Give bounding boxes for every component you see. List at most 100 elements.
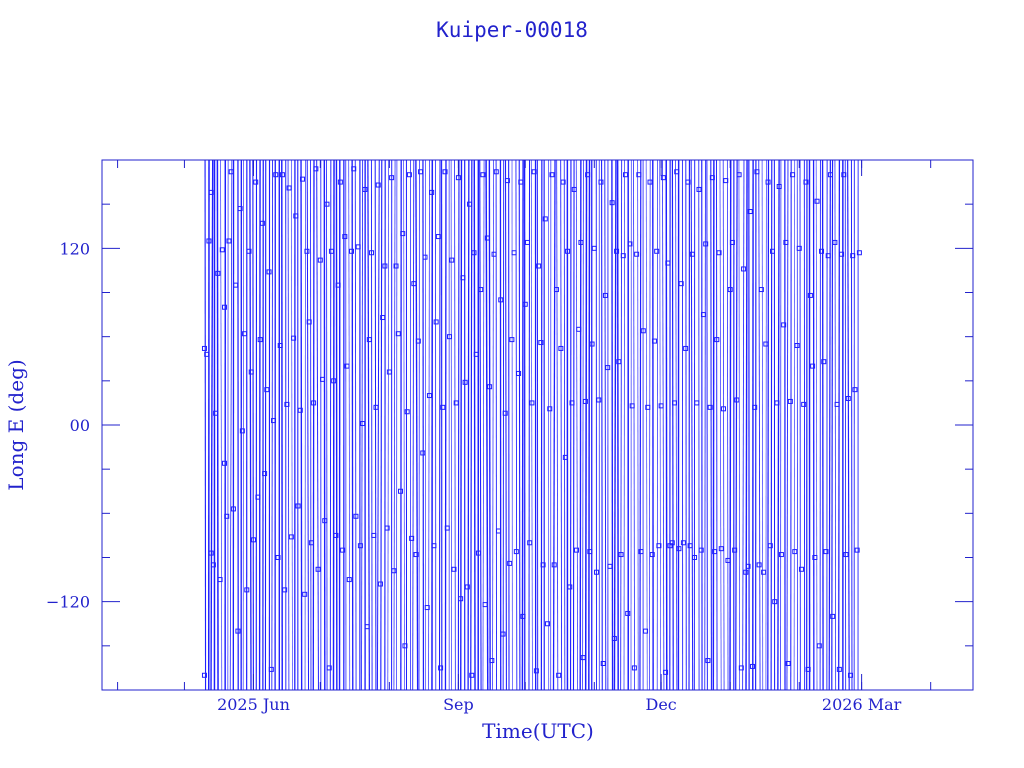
data-point [587, 549, 593, 555]
data-point [781, 322, 787, 328]
trace-line [710, 159, 712, 691]
data-point [502, 410, 508, 416]
data-point [625, 610, 631, 616]
data-point [228, 169, 234, 175]
data-point [442, 169, 448, 175]
trace-line [662, 159, 665, 691]
data-point [475, 550, 481, 556]
data-point [674, 169, 680, 175]
data-point [763, 341, 769, 347]
trace-line [560, 159, 563, 691]
data-point [571, 186, 577, 192]
y-tick-label: 120 [59, 239, 90, 258]
data-point [288, 534, 294, 540]
data-point [433, 319, 439, 325]
data-point [291, 335, 297, 341]
data-point [271, 418, 277, 424]
data-point [616, 359, 622, 365]
data-point [413, 552, 419, 558]
data-point [257, 337, 263, 343]
data-point [357, 543, 363, 549]
data-point [807, 292, 813, 298]
data-point [337, 179, 343, 185]
trace-line [367, 159, 370, 691]
data-point [709, 175, 715, 181]
data-point [656, 543, 662, 549]
data-point [268, 666, 274, 672]
x-axis-label: Time(UTC) [482, 719, 594, 743]
trace-line [374, 159, 377, 691]
trace-line [786, 159, 789, 691]
trace-line [745, 159, 748, 691]
trace-line [671, 159, 674, 691]
data-point [567, 584, 573, 590]
data-point [576, 326, 582, 332]
trace-line [216, 159, 219, 691]
data-point [215, 270, 221, 276]
data-point [698, 547, 704, 553]
data-point [333, 532, 339, 538]
trace-line [601, 159, 603, 691]
data-point [758, 287, 764, 293]
data-point [549, 172, 555, 178]
data-point [827, 172, 833, 178]
data-point [262, 471, 268, 477]
trace-line [838, 159, 841, 691]
data-point [692, 555, 698, 560]
data-point [678, 281, 684, 287]
trace-line [488, 159, 491, 691]
trace-line [370, 159, 373, 691]
data-point [734, 397, 740, 403]
trace-line [428, 159, 430, 691]
data-point [696, 186, 702, 192]
data-point [460, 275, 466, 281]
trace-line [563, 159, 566, 691]
data-point [360, 421, 366, 427]
trace-line [361, 159, 364, 691]
data-point [705, 658, 711, 664]
trace-line [665, 159, 668, 691]
data-point [404, 409, 410, 415]
trace-line [502, 159, 505, 691]
data-point [591, 245, 597, 251]
trace-line [815, 159, 818, 691]
data-point [607, 563, 613, 569]
data-point [738, 665, 744, 671]
data-point [302, 591, 308, 597]
data-point [293, 213, 299, 219]
data-point [803, 179, 809, 185]
data-point [522, 301, 528, 307]
data-point [749, 663, 755, 669]
data-point [509, 337, 515, 343]
x-tick-label: Sep [443, 695, 474, 714]
data-point [654, 248, 660, 254]
data-point [451, 566, 457, 572]
data-point [856, 250, 862, 256]
data-point [311, 400, 317, 406]
x-tick-label: 2025 Jun [217, 695, 290, 714]
trace-line [722, 159, 725, 691]
trace-line [645, 159, 648, 691]
data-point [741, 266, 747, 272]
data-point [776, 184, 782, 189]
trace-line [444, 159, 447, 691]
data-point [467, 201, 473, 207]
data-point [787, 398, 793, 404]
data-point [658, 403, 664, 409]
data-point [839, 251, 845, 257]
trace-line [675, 159, 678, 691]
data-point [424, 605, 430, 611]
data-point [816, 643, 822, 649]
data-point [578, 239, 584, 245]
data-point [447, 334, 453, 340]
trace-line [348, 159, 351, 691]
data-point [547, 406, 553, 412]
data-point [524, 239, 530, 245]
data-point [765, 179, 771, 185]
data-point [482, 602, 488, 608]
x-tick-label: 2026 Mar [822, 695, 902, 714]
trace-line [380, 159, 383, 691]
data-point [324, 201, 330, 207]
trace-line [528, 159, 531, 691]
data-point [689, 251, 695, 257]
